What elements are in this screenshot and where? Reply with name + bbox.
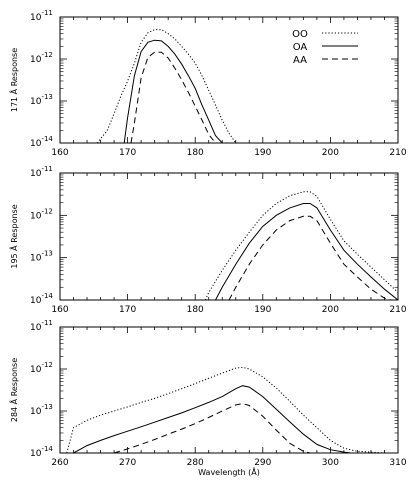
y-tick-exponent: -11	[41, 319, 52, 327]
x-tick-label: 210	[389, 148, 406, 158]
y-tick-label: 10-12	[30, 361, 53, 375]
series-oo-line	[66, 366, 385, 453]
y-tick-exponent: -11	[41, 165, 52, 173]
y-tick-label: 10-14	[30, 445, 53, 459]
y-tick-exponent: -11	[41, 9, 52, 17]
plot-frame	[59, 172, 399, 301]
y-tick-label: 10-12	[30, 51, 53, 65]
x-tick-label: 170	[119, 305, 136, 315]
series-oa-line	[123, 39, 223, 143]
y-tick-exponent: -14	[41, 445, 53, 453]
series-oo-line	[96, 29, 237, 143]
y-tick-label: 10-11	[30, 165, 53, 179]
y-tick-label: 10-14	[30, 292, 53, 306]
y-tick-exponent: -12	[41, 51, 52, 59]
x-tick-label: 190	[254, 305, 271, 315]
x-tick-label: 280	[187, 458, 204, 468]
x-tick-label: 200	[322, 305, 339, 315]
x-tick-label: 260	[51, 458, 68, 468]
y-tick-exponent: -13	[41, 93, 52, 101]
x-axis-label: Wavelength (Å)	[198, 466, 260, 477]
x-tick-label: 200	[322, 148, 339, 158]
y-tick-label: 10-12	[30, 207, 53, 221]
y-tick-label: 10-11	[30, 9, 53, 23]
x-tick-label: 170	[119, 148, 136, 158]
x-tick-label: 160	[51, 148, 68, 158]
y-tick-label: 10-14	[30, 135, 53, 149]
x-tick-label: 180	[187, 305, 204, 315]
panel-2: 160 170 180 190 200 210 10-14 10-13 10-12 10-11 19…	[8, 165, 407, 315]
series-oa-line	[73, 385, 351, 453]
y-tick-label: 10-13	[30, 93, 53, 107]
y-tick-exponent: -12	[41, 361, 52, 369]
panel-1: 160 170 180 190 200 210 10-14 10-13 10-12 10-11 17…	[8, 9, 407, 158]
x-tick-label: 210	[389, 305, 406, 315]
plot-frame	[59, 16, 399, 144]
y-tick-exponent: -12	[41, 207, 52, 215]
y-tick-label: 10-11	[30, 319, 53, 333]
legend-label-oo: OO	[292, 29, 308, 40]
series-aa-line	[130, 51, 216, 143]
y-tick-exponent: -14	[41, 292, 53, 300]
x-tick-label: 180	[187, 148, 204, 158]
panel-3: 260 270 280 290 300 310 10-14 10-13 10-12 10-11 28…	[8, 319, 407, 477]
y-tick-label: 10-13	[30, 250, 53, 264]
x-tick-label: 190	[254, 148, 271, 158]
x-tick-label: 270	[119, 458, 136, 468]
y-axis-label: 171 Å Response	[8, 48, 19, 112]
plot-frame	[59, 326, 399, 454]
y-tick-exponent: -13	[41, 403, 52, 411]
y-axis-label: 284 Å Response	[8, 358, 19, 422]
legend-label-aa: AA	[293, 55, 307, 66]
y-tick-label: 10-13	[30, 403, 53, 417]
y-tick-exponent: -14	[41, 135, 53, 143]
legend-label-oa: OA	[293, 42, 308, 53]
x-tick-label: 160	[51, 305, 68, 315]
series-aa-line	[113, 403, 311, 453]
x-tick-label: 310	[389, 458, 406, 468]
y-axis-label: 195 Å Response	[8, 204, 19, 268]
x-tick-label: 290	[254, 458, 271, 468]
y-tick-exponent: -13	[41, 250, 52, 258]
series-oo-line	[204, 191, 398, 300]
series-oa-line	[215, 203, 398, 300]
x-tick-label: 300	[322, 458, 339, 468]
series-aa-line	[228, 215, 392, 300]
